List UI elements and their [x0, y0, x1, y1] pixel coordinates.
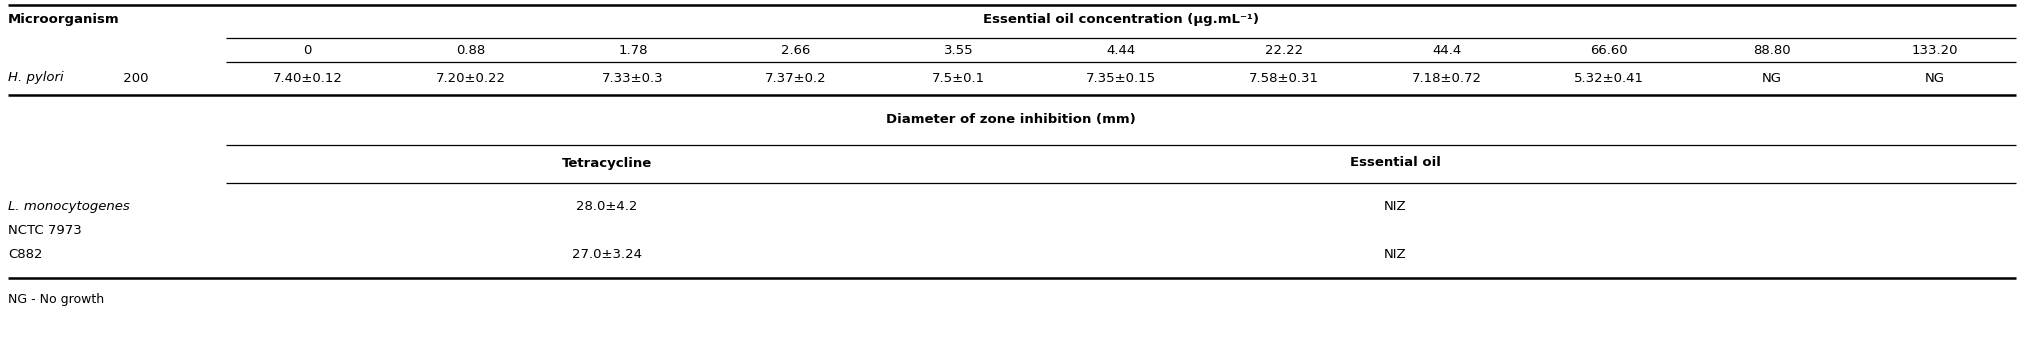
Text: 22.22: 22.22	[1266, 43, 1302, 57]
Text: 1.78: 1.78	[619, 43, 647, 57]
Text: 2.66: 2.66	[780, 43, 811, 57]
Text: Diameter of zone inhibition (mm): Diameter of zone inhibition (mm)	[886, 114, 1136, 126]
Text: 0.88: 0.88	[455, 43, 485, 57]
Text: NG: NG	[1761, 72, 1781, 84]
Text: NG: NG	[1925, 72, 1945, 84]
Text: NIZ: NIZ	[1383, 200, 1407, 214]
Text: H. pylori: H. pylori	[8, 72, 65, 84]
Text: C882: C882	[8, 248, 42, 261]
Text: 28.0±4.2: 28.0±4.2	[576, 200, 637, 214]
Text: 3.55: 3.55	[944, 43, 973, 57]
Text: L. monocytogenes: L. monocytogenes	[8, 200, 129, 214]
Text: 7.37±0.2: 7.37±0.2	[764, 72, 827, 84]
Text: 0: 0	[303, 43, 311, 57]
Text: 66.60: 66.60	[1591, 43, 1628, 57]
Text: 7.58±0.31: 7.58±0.31	[1250, 72, 1318, 84]
Text: Essential oil concentration (μg.mL⁻¹): Essential oil concentration (μg.mL⁻¹)	[983, 14, 1260, 26]
Text: NCTC 7973: NCTC 7973	[8, 223, 81, 237]
Text: 200: 200	[119, 72, 150, 84]
Text: Microorganism: Microorganism	[8, 14, 119, 26]
Text: 27.0±3.24: 27.0±3.24	[572, 248, 641, 261]
Text: 7.5±0.1: 7.5±0.1	[932, 72, 985, 84]
Text: 5.32±0.41: 5.32±0.41	[1575, 72, 1644, 84]
Text: 44.4: 44.4	[1432, 43, 1462, 57]
Text: 133.20: 133.20	[1911, 43, 1957, 57]
Text: Essential oil: Essential oil	[1351, 157, 1440, 170]
Text: Tetracycline: Tetracycline	[562, 157, 651, 170]
Text: 88.80: 88.80	[1753, 43, 1791, 57]
Text: 7.20±0.22: 7.20±0.22	[435, 72, 506, 84]
Text: 7.35±0.15: 7.35±0.15	[1086, 72, 1157, 84]
Text: 7.18±0.72: 7.18±0.72	[1411, 72, 1482, 84]
Text: 7.40±0.12: 7.40±0.12	[273, 72, 344, 84]
Text: NIZ: NIZ	[1383, 248, 1407, 261]
Text: 4.44: 4.44	[1106, 43, 1136, 57]
Text: 7.33±0.3: 7.33±0.3	[603, 72, 663, 84]
Text: NG - No growth: NG - No growth	[8, 294, 105, 306]
